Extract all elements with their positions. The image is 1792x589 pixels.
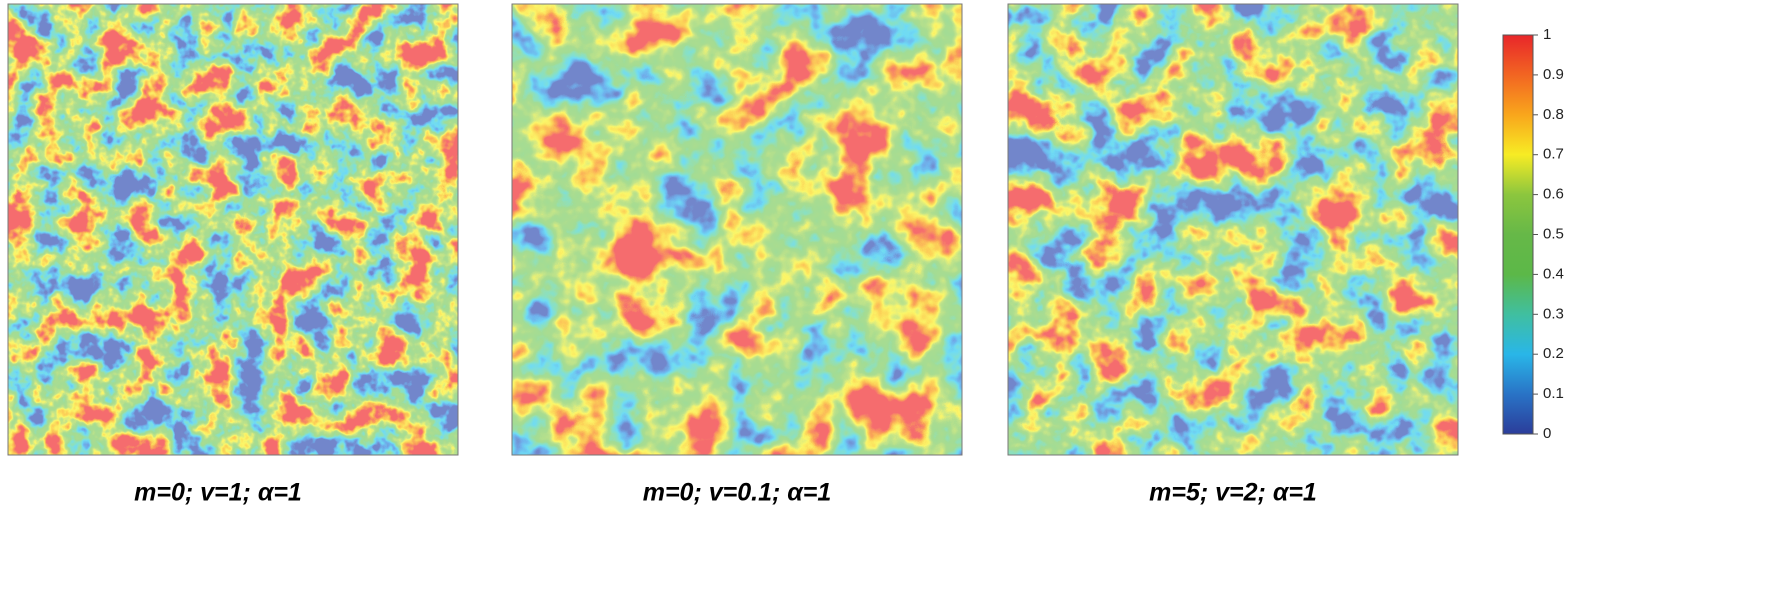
heatmap (1008, 4, 1458, 455)
colorbar-tick-label: 1 (1543, 26, 1551, 43)
colorbar-tick-label: 0.3 (1543, 305, 1564, 322)
colorbar: 0 0.1 0.2 0.3 0.4 0.5 0.6 0.7 0.8 0.9 1 (1502, 26, 1564, 442)
panel: m=0; v=1; α=1 (7, 3, 459, 507)
panel: m=5; v=2; α=1 (1007, 3, 1459, 507)
panel-caption: m=0; v=0.1; α=1 (643, 479, 832, 507)
heatmap (512, 4, 962, 455)
colorbar-tick-label: 0.4 (1543, 265, 1564, 282)
colorbar-tick-label: 0.1 (1543, 385, 1564, 402)
heatmap (8, 4, 458, 455)
panel-frame (1007, 3, 1459, 456)
colorbar-tick-label: 0.8 (1543, 106, 1564, 123)
colorbar-gradient (1502, 34, 1534, 435)
colorbar-tick-label: 0.2 (1543, 345, 1564, 362)
colorbar-tick-label: 0.7 (1543, 146, 1564, 163)
colorbar-tick-label: 0 (1543, 425, 1551, 442)
colorbar-tick-label: 0.9 (1543, 66, 1564, 83)
panel-caption: m=0; v=1; α=1 (134, 479, 302, 507)
panel-caption: m=5; v=2; α=1 (1149, 479, 1317, 507)
colorbar-tick-label: 0.6 (1543, 186, 1564, 203)
colorbar-tick-label: 0.5 (1543, 225, 1564, 242)
panel-frame (511, 3, 963, 456)
panel: m=0; v=0.1; α=1 (511, 3, 963, 507)
panel-frame (7, 3, 459, 456)
